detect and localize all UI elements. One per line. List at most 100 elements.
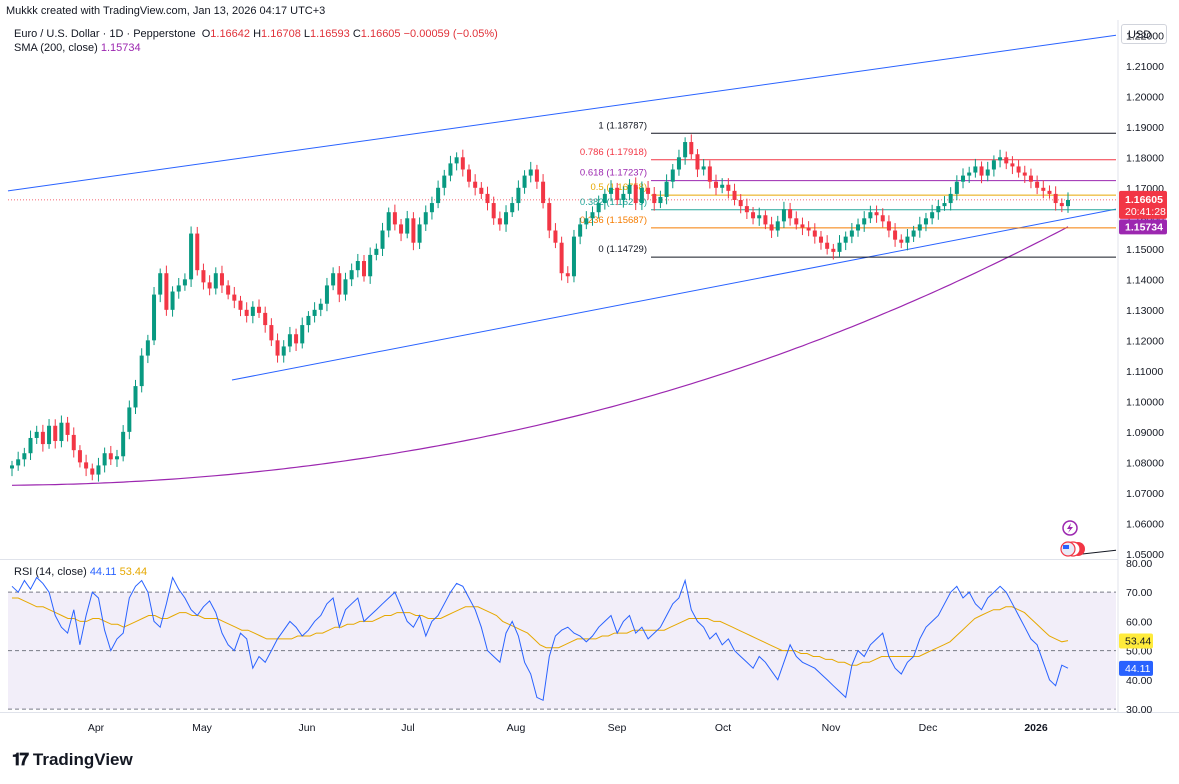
candle-body	[368, 254, 373, 277]
candle-body	[250, 306, 255, 316]
candle-body	[837, 242, 842, 252]
rsi-value: 44.11	[89, 566, 117, 578]
time-tick-label: May	[192, 722, 213, 734]
rsi-badge-text: 44.11	[1125, 663, 1151, 675]
candle-body	[559, 242, 564, 274]
fib-level-label: 1 (1.18787)	[598, 120, 647, 131]
candle-body	[504, 212, 509, 225]
symbol-name[interactable]: Euro / U.S. Dollar · 1D · Pepperstone	[14, 28, 196, 40]
price-tick-label: 1.14000	[1126, 274, 1164, 286]
candle-body	[646, 187, 651, 194]
candle-body	[28, 437, 33, 454]
event-icons[interactable]	[1060, 520, 1085, 557]
candle-body	[930, 212, 935, 219]
candle-body	[584, 218, 589, 225]
time-tick-label: Nov	[822, 722, 841, 734]
grid	[0, 20, 1179, 713]
candle-body	[300, 325, 305, 344]
candle-body	[306, 315, 311, 326]
candle-body	[751, 212, 756, 219]
candle-body	[454, 157, 459, 164]
candle-body	[553, 230, 558, 243]
candle-body	[571, 236, 576, 277]
candle-body	[275, 340, 280, 356]
candle-body	[473, 181, 478, 188]
fib-level-label: 0.236 (1.15687)	[580, 215, 647, 226]
last-price-text: 1.16605	[1125, 194, 1163, 206]
candle-body	[269, 325, 274, 341]
candle-body	[652, 193, 657, 204]
candle-body	[158, 273, 163, 295]
candle-body	[139, 355, 144, 387]
candle-body	[207, 282, 212, 289]
candle-body	[639, 187, 644, 204]
candle-body	[794, 218, 799, 225]
candle-body	[911, 230, 916, 237]
rsi-tick-label: 30.00	[1126, 704, 1152, 716]
candle-body	[176, 285, 181, 292]
rsi-line	[11, 576, 1069, 702]
candle-body	[689, 142, 694, 155]
candle-body	[448, 163, 453, 176]
candle-body	[1016, 166, 1021, 173]
candle-body	[219, 273, 224, 286]
rsi-tick-label: 50.00	[1126, 646, 1152, 658]
fib-level-label: 0 (1.14729)	[598, 244, 647, 255]
candle-body	[658, 196, 663, 204]
candle-body	[294, 334, 299, 344]
tradingview-logo[interactable]: 𝟏𝟕 TradingView	[12, 750, 133, 770]
currency-button[interactable]: USD	[1121, 24, 1167, 44]
candle-body	[633, 184, 638, 204]
candle-body	[781, 209, 786, 222]
rsi-legend[interactable]: RSI (14, close) 44.11 53.44	[14, 566, 147, 578]
symbol-legend: Euro / U.S. Dollar · 1D · Pepperstone O1…	[14, 28, 498, 40]
candle-body	[788, 209, 793, 219]
candle-body	[806, 227, 811, 231]
candle-body	[22, 453, 27, 460]
candle-body	[917, 224, 922, 231]
candle-body	[905, 236, 910, 243]
price-tick-label: 1.06000	[1126, 518, 1164, 530]
candle-body	[16, 459, 21, 466]
price-tick-label: 1.11000	[1126, 366, 1163, 378]
candle-body	[133, 386, 138, 408]
candle-body	[102, 453, 107, 466]
candle-body	[182, 279, 187, 286]
fib-level-label: 0.786 (1.17918)	[580, 147, 647, 158]
candle-body	[1059, 203, 1064, 207]
candle-body	[1035, 181, 1040, 188]
candle-body	[534, 169, 539, 182]
price-axis[interactable]: 1.220001.210001.200001.190001.180001.170…	[1126, 30, 1164, 561]
fibonacci-group[interactable]: 1 (1.18787) 0.786 (1.17918) 0.618 (1.17237…	[580, 120, 1116, 258]
candle-body	[541, 181, 546, 204]
candle-body	[516, 187, 521, 204]
channel-lower-line[interactable]	[231, 208, 1117, 381]
close-value: 1.16605	[360, 28, 401, 40]
sma-legend[interactable]: SMA (200, close) 1.15734	[14, 42, 141, 54]
candle-body	[954, 181, 959, 194]
candle-body	[466, 169, 471, 182]
candle-body	[720, 184, 725, 188]
candle-body	[701, 166, 706, 170]
time-axis[interactable]: Apr May Jun Jul Aug Sep Oct Nov Dec 2026	[88, 722, 1048, 734]
candle-body	[226, 285, 231, 295]
candle-body	[714, 181, 718, 188]
rsi-ma-line	[12, 597, 1069, 666]
channel-upper-line[interactable]	[7, 34, 1117, 192]
candle-body	[96, 465, 101, 475]
candle-body	[596, 203, 601, 213]
time-tick-label: Jul	[401, 722, 414, 734]
candle-body	[985, 169, 990, 176]
candle-body	[170, 291, 175, 310]
fib-level-label: 0.618 (1.17237)	[580, 168, 647, 179]
price-tick-label: 1.08000	[1126, 457, 1164, 469]
candle-body	[522, 175, 527, 188]
candle-body	[856, 224, 861, 231]
time-tick-label: Oct	[715, 722, 731, 734]
candle-body	[108, 453, 113, 460]
candle-body	[565, 273, 570, 277]
rsi-badge	[1119, 660, 1153, 676]
candle-body	[862, 218, 867, 225]
